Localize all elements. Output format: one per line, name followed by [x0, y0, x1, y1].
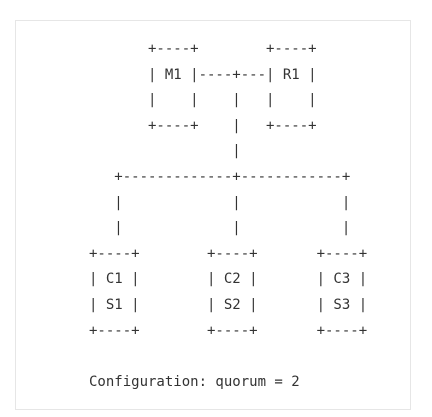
diagram-line: [89, 344, 367, 370]
diagram-line: | | |: [89, 220, 351, 237]
diagram-line: | C1 | | C2 | | C3 |: [89, 271, 368, 288]
diagram-line: +----+ +----+ +----+: [89, 245, 368, 262]
ascii-topology-diagram: +----+ +----+ | M1 |----+---| R1 | | | |…: [89, 37, 367, 395]
diagram-line: +----+ | +----+: [89, 117, 317, 134]
diagram-line: | M1 |----+---| R1 |: [89, 66, 317, 83]
diagram-frame: [15, 20, 411, 410]
diagram-line: +-------------+------------+: [89, 168, 351, 185]
diagram-line: | | | | |: [89, 92, 317, 109]
diagram-line: | S1 | | S2 | | S3 |: [89, 296, 368, 313]
diagram-line: | | |: [89, 194, 351, 211]
configuration-label: Configuration: quorum = 2: [89, 373, 300, 390]
diagram-line: +----+ +----+ +----+: [89, 322, 368, 339]
diagram-line: +----+ +----+: [89, 41, 317, 57]
diagram-line: |: [89, 143, 241, 160]
